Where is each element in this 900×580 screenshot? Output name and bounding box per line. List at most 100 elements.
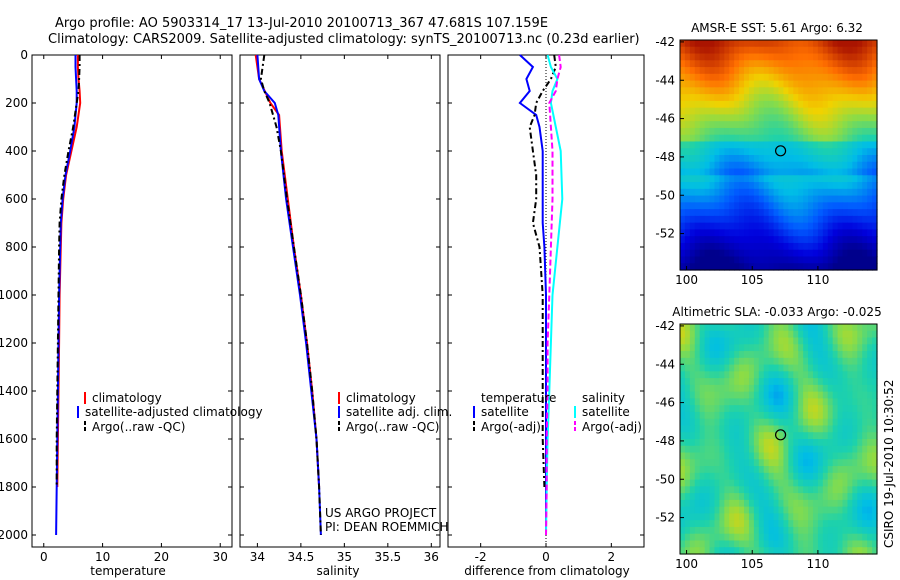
- map-cell: [734, 445, 740, 454]
- map-cell: [768, 121, 775, 129]
- map-cell: [744, 411, 750, 420]
- map-cell: [689, 263, 696, 271]
- map-cell: [699, 195, 706, 203]
- map-cell: [867, 127, 873, 136]
- map-cell: [748, 472, 755, 481]
- map-cell: [704, 351, 711, 359]
- map-cell: [803, 46, 809, 55]
- map-cell: [817, 493, 824, 501]
- map-cell: [803, 330, 809, 339]
- map-cell: [768, 357, 775, 366]
- map-cell: [847, 209, 853, 217]
- map-cell: [867, 351, 873, 359]
- map-cell: [734, 452, 740, 460]
- map-cell: [773, 60, 780, 68]
- map-cell: [808, 195, 814, 203]
- map-cell: [744, 195, 750, 203]
- map-cell: [803, 499, 809, 508]
- map-cell: [773, 337, 780, 345]
- map-cell: [684, 134, 691, 143]
- map-cell: [798, 161, 804, 170]
- map-cell: [768, 134, 775, 143]
- map-cell: [827, 40, 834, 48]
- map-cell: [832, 80, 839, 88]
- map-cell: [867, 337, 873, 345]
- map-cell: [832, 405, 839, 413]
- map-cell: [817, 87, 824, 95]
- map-cell: [758, 195, 765, 203]
- series-line-temperature-argo-adj-: [528, 54, 557, 488]
- map-cell: [822, 215, 829, 224]
- map-cell: [753, 67, 760, 75]
- map-cell: [812, 168, 819, 176]
- map-cell: [788, 526, 794, 535]
- map-cell: [778, 94, 785, 102]
- map-cell: [734, 161, 740, 170]
- map-cell: [857, 40, 863, 48]
- map-cell: [837, 148, 844, 156]
- map-cell: [714, 486, 720, 494]
- map-cell: [724, 540, 730, 548]
- y-tick-label: 800: [5, 240, 28, 254]
- map-cell: [684, 182, 691, 190]
- map-cell: [857, 46, 863, 55]
- map-cell: [793, 364, 799, 372]
- map-cell: [872, 256, 878, 264]
- map-cell: [808, 168, 814, 176]
- map-cell: [684, 87, 691, 95]
- map-cell: [867, 114, 873, 122]
- map-cell: [872, 384, 878, 393]
- map-cell: [808, 222, 814, 231]
- map-cell: [793, 107, 799, 116]
- map-cell: [852, 499, 858, 508]
- map-cell: [699, 324, 706, 332]
- map-cell: [680, 236, 686, 244]
- map-cell: [734, 506, 740, 515]
- map-cell: [778, 148, 785, 156]
- map-cell: [694, 357, 701, 366]
- map-cell: [689, 472, 696, 481]
- map-cell: [872, 249, 878, 258]
- map-cell: [758, 100, 765, 109]
- map-cell: [832, 242, 839, 251]
- map-cell: [748, 391, 755, 400]
- map-cell: [798, 452, 804, 460]
- map-cell: [827, 418, 834, 427]
- map-cell: [704, 100, 711, 109]
- map-cell: [714, 472, 720, 481]
- map-cell: [763, 134, 770, 143]
- map-cell: [704, 506, 711, 515]
- map-cell: [709, 242, 716, 251]
- map-cell: [783, 141, 789, 149]
- map-cell: [758, 148, 765, 156]
- map-cell: [867, 60, 873, 68]
- map-cell: [783, 175, 789, 183]
- map-cell: [709, 330, 716, 339]
- map-cell: [768, 452, 775, 460]
- map-cell: [680, 263, 686, 271]
- map-cell: [704, 148, 711, 156]
- map-cell: [763, 236, 770, 244]
- map-cell: [768, 67, 775, 75]
- map-cell: [729, 330, 735, 339]
- map-cell: [867, 371, 873, 379]
- map-cell: [857, 486, 863, 494]
- map-cell: [842, 60, 849, 68]
- map-cell: [857, 499, 863, 508]
- map-cell: [684, 493, 691, 501]
- map-cell: [837, 344, 844, 352]
- map-cell: [709, 148, 716, 156]
- map-cell: [798, 53, 804, 61]
- map-cell: [704, 87, 711, 95]
- map-cell: [714, 134, 720, 143]
- map-cell: [709, 114, 716, 122]
- map-cell: [798, 324, 804, 332]
- map-cell: [689, 405, 696, 413]
- map-cell: [744, 67, 750, 75]
- map-cell: [773, 540, 780, 548]
- plot-frame: [239, 54, 441, 548]
- map-cell: [714, 371, 720, 379]
- map-cell: [680, 87, 686, 95]
- map-cell: [680, 148, 686, 156]
- map-cell: [714, 357, 720, 366]
